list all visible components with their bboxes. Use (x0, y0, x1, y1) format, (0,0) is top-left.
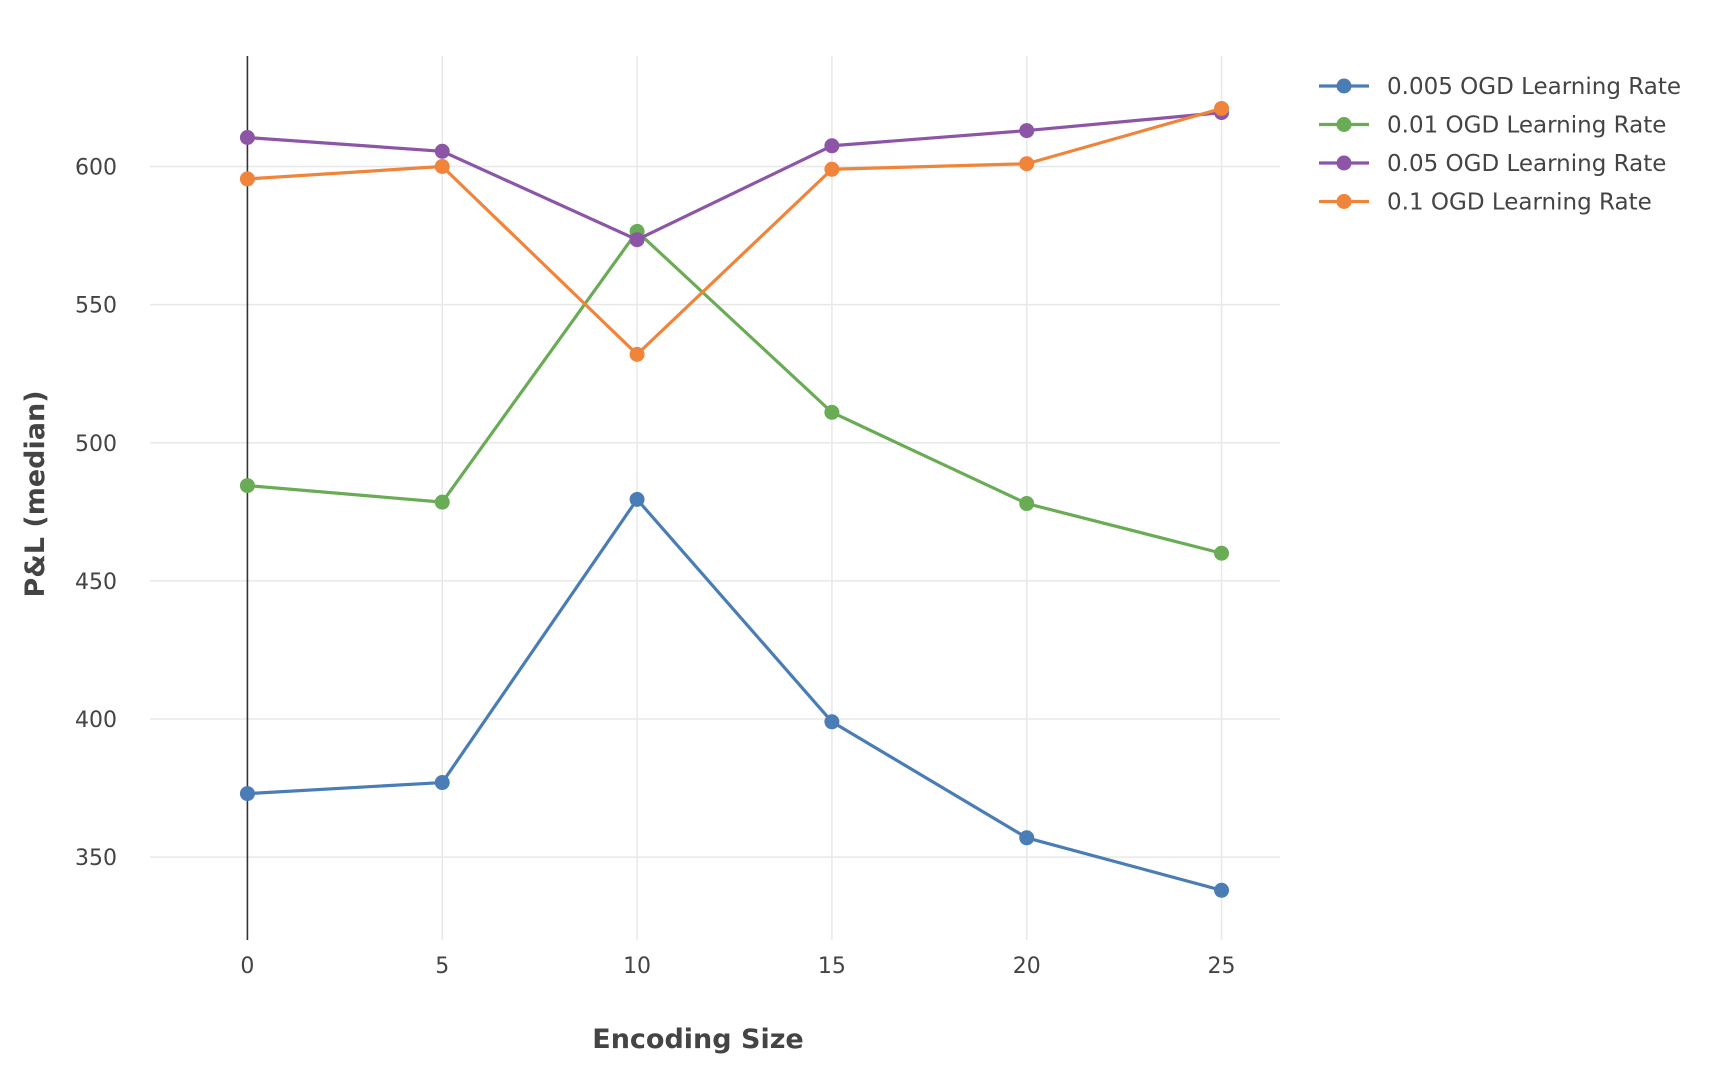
y-tick-label: 600 (75, 156, 117, 181)
x-tick-label: 0 (240, 954, 254, 979)
data-point[interactable] (629, 346, 645, 362)
legend-item[interactable]: 0.1 OGD Learning Rate (1319, 190, 1652, 216)
data-point[interactable] (434, 143, 450, 159)
x-tick-label: 15 (818, 954, 846, 979)
data-point[interactable] (1019, 830, 1035, 846)
y-tick-label: 550 (75, 294, 117, 319)
data-point[interactable] (239, 129, 255, 145)
data-point[interactable] (239, 786, 255, 802)
legend-item[interactable]: 0.05 OGD Learning Rate (1319, 151, 1666, 177)
data-point[interactable] (824, 161, 840, 177)
y-tick-label: 450 (75, 570, 117, 595)
x-axis-title: Encoding Size (592, 1024, 803, 1055)
data-point[interactable] (1214, 545, 1230, 561)
data-point[interactable] (1019, 156, 1035, 172)
series-3 (239, 100, 1230, 362)
x-tick-label: 10 (623, 954, 651, 979)
series-1 (239, 223, 1230, 561)
legend-item[interactable]: 0.01 OGD Learning Rate (1319, 113, 1666, 139)
data-point[interactable] (629, 232, 645, 248)
series-layer (239, 100, 1230, 898)
data-point[interactable] (434, 775, 450, 791)
data-point[interactable] (1214, 100, 1230, 116)
data-point[interactable] (824, 138, 840, 154)
y-axis-title: P&L (median) (20, 390, 51, 597)
data-point[interactable] (434, 159, 450, 174)
legend-item[interactable]: 0.005 OGD Learning Rate (1319, 74, 1681, 100)
legend-marker (1336, 78, 1352, 94)
data-point[interactable] (239, 478, 255, 494)
series-line (245, 497, 1224, 892)
series-0 (239, 491, 1230, 898)
y-tick-label: 500 (75, 432, 117, 457)
legend-marker (1336, 155, 1352, 171)
y-axis-ticks: 350 400 450 500 550 600 (75, 156, 117, 872)
data-point[interactable] (824, 714, 840, 730)
x-tick-label: 20 (1013, 954, 1041, 979)
series-line (245, 111, 1224, 242)
legend-label: 0.1 OGD Learning Rate (1387, 190, 1652, 216)
data-point[interactable] (1019, 496, 1035, 512)
legend-label: 0.005 OGD Learning Rate (1387, 74, 1681, 100)
data-point[interactable] (434, 494, 450, 510)
legend[interactable]: 0.005 OGD Learning Rate 0.01 OGD Learning… (1319, 74, 1681, 216)
series-line (245, 106, 1224, 356)
legend-label: 0.01 OGD Learning Rate (1387, 113, 1666, 139)
legend-marker (1336, 117, 1352, 132)
data-point[interactable] (824, 404, 840, 420)
data-point[interactable] (239, 171, 255, 187)
series-line (245, 229, 1224, 555)
legend-marker (1336, 194, 1352, 209)
data-point[interactable] (629, 491, 645, 507)
series-2 (239, 105, 1230, 248)
data-point[interactable] (1214, 882, 1230, 898)
x-axis-ticks: 0 5 10 15 20 25 (240, 954, 1235, 979)
grid (150, 56, 1280, 940)
y-tick-label: 400 (75, 708, 117, 733)
y-tick-label: 350 (75, 846, 117, 871)
x-tick-label: 25 (1208, 954, 1236, 979)
legend-label: 0.05 OGD Learning Rate (1387, 151, 1666, 177)
x-tick-label: 5 (435, 954, 449, 979)
data-point[interactable] (1019, 123, 1035, 139)
